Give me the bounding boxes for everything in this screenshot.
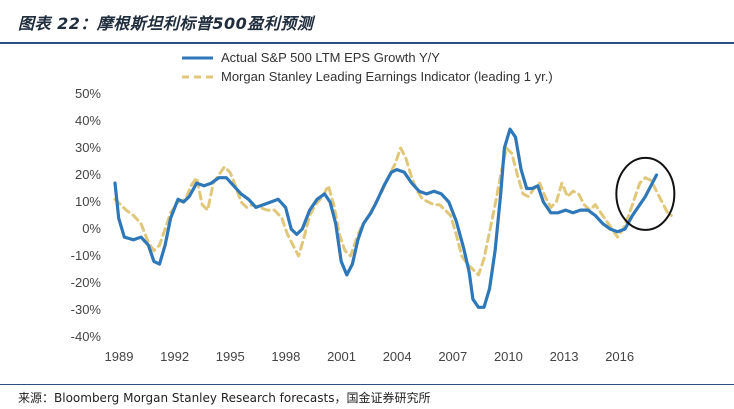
y-tick-label: 0% — [82, 221, 101, 236]
x-tick-label: 1998 — [271, 349, 300, 364]
y-tick-label: 40% — [75, 113, 101, 128]
figure-header: 图表 22：摩根斯坦利标普500盈利预测 — [0, 0, 734, 44]
y-tick-label: 50% — [75, 86, 101, 101]
highlight-circle — [615, 156, 676, 231]
source-note: 来源：Bloomberg Morgan Stanley Research for… — [18, 391, 431, 405]
footer-divider — [0, 384, 734, 385]
x-tick-label: 2010 — [494, 349, 523, 364]
y-tick-label: -10% — [71, 248, 102, 263]
eps-growth-chart: Actual S&P 500 LTM EPS Growth Y/Y Morgan … — [71, 50, 676, 364]
legend-label: Morgan Stanley Leading Earnings Indicato… — [221, 69, 553, 84]
series-line-actual-eps-growth — [113, 127, 659, 309]
x-tick-label: 2013 — [550, 349, 579, 364]
y-tick-label: 30% — [75, 140, 101, 155]
y-axis: 50% 40% 30% 20% 10% 0% -10% -20% -30% -40% — [71, 86, 102, 344]
x-tick-label: 1995 — [216, 349, 245, 364]
x-tick-label: 2016 — [605, 349, 634, 364]
y-tick-label: 20% — [75, 167, 101, 182]
x-tick-label: 2004 — [383, 349, 412, 364]
chart-legend: Actual S&P 500 LTM EPS Growth Y/Y Morgan … — [182, 50, 553, 84]
plot-area — [113, 127, 676, 309]
legend-label: Actual S&P 500 LTM EPS Growth Y/Y — [221, 50, 440, 65]
x-tick-label: 2007 — [438, 349, 467, 364]
x-axis: 1989 1992 1995 1998 2001 2004 2007 2010 2013 2016 — [105, 349, 635, 364]
y-tick-label: -40% — [71, 329, 102, 344]
header-divider — [0, 42, 734, 44]
y-tick-label: -20% — [71, 275, 102, 290]
y-tick-label: -30% — [71, 302, 102, 317]
x-tick-label: 1992 — [160, 349, 189, 364]
x-tick-label: 2001 — [327, 349, 356, 364]
y-tick-label: 10% — [75, 194, 101, 209]
x-tick-label: 1989 — [105, 349, 134, 364]
figure-title: 图表 22：摩根斯坦利标普500盈利预测 — [18, 14, 314, 33]
